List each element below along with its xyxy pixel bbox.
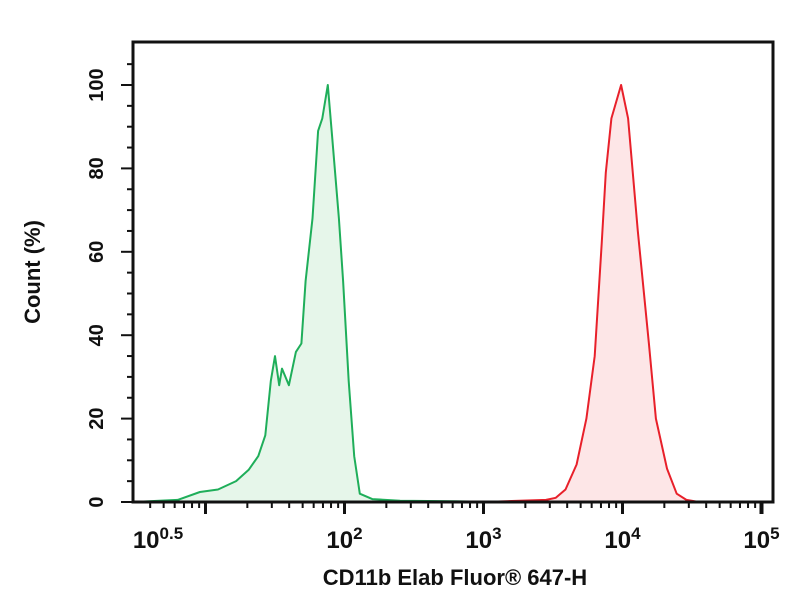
x-tick-label: 102 [326, 524, 362, 554]
series-line-0 [133, 84, 498, 503]
x-tick-label: 105 [743, 524, 779, 554]
y-axis-tick-labels: 0 20 40 60 80 100 [86, 68, 108, 507]
x-tick-label: 103 [465, 524, 501, 554]
y-tick-label: 60 [86, 241, 108, 263]
y-axis-title: Count (%) [20, 220, 45, 324]
y-tick-label: 0 [86, 496, 108, 507]
y-tick-label: 40 [86, 324, 108, 346]
x-axis-tick-labels: 100.5 102 103 104 105 [133, 524, 780, 554]
x-axis-title: CD11b Elab Fluor® 647-H [323, 565, 587, 590]
series-fill-1 [483, 85, 699, 502]
y-tick-label: 80 [86, 157, 108, 179]
series-line-1 [483, 84, 700, 503]
y-tick-label: 100 [86, 68, 108, 101]
x-tick-label: 104 [604, 524, 641, 554]
series-fill-0 [133, 85, 498, 502]
y-tick-label: 20 [86, 407, 108, 429]
plot-frame [131, 40, 775, 504]
y-axis-ticks [121, 63, 133, 503]
series-lines [133, 84, 700, 503]
x-axis-ticks [149, 502, 764, 514]
series-fills [133, 85, 699, 502]
x-tick-label: 100.5 [133, 524, 183, 554]
